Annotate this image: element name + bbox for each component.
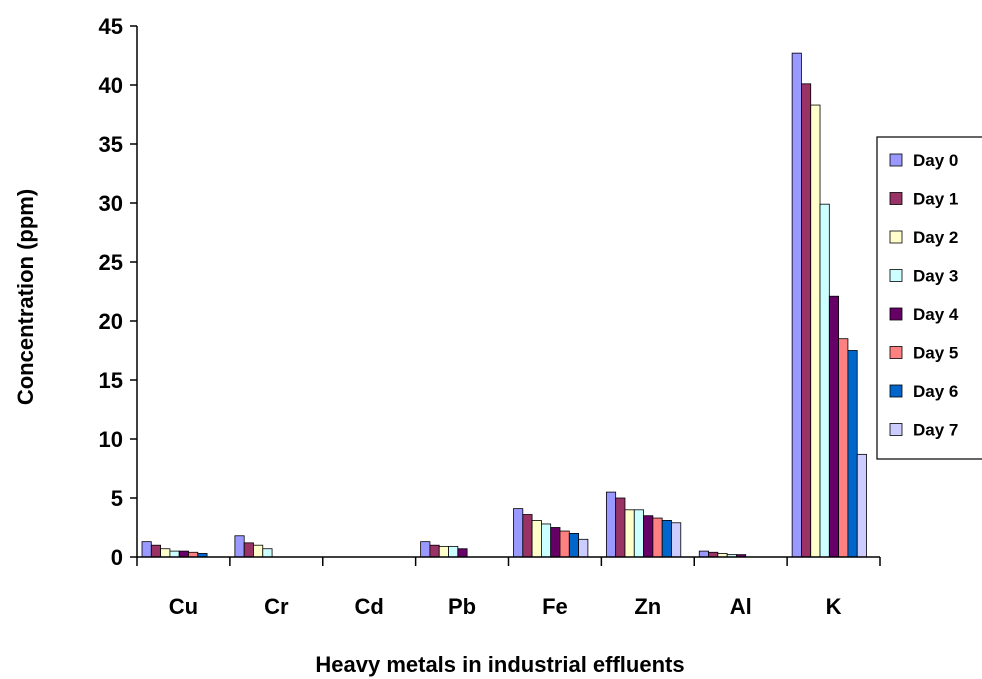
x-categories-group: Cu Cr Cd Pb Fe Zn Al K [136, 557, 881, 619]
legend-swatch [889, 153, 903, 167]
y-tick-label: 10 [99, 427, 123, 452]
x-category-label: K [826, 594, 842, 619]
bar-cu-day-0 [141, 541, 152, 558]
y-tick-label: 35 [99, 132, 123, 157]
x-category-label: Fe [542, 594, 568, 619]
axes-group [136, 26, 880, 558]
bar-k-day-6 [847, 350, 858, 558]
legend-swatch [889, 423, 903, 436]
bar-fe-day-4 [550, 527, 561, 558]
legend-swatch [889, 384, 903, 398]
bar-cr-day-1 [243, 542, 254, 558]
bar-al-day-0 [698, 550, 709, 558]
bar-zn-day-5 [652, 517, 663, 558]
bar-cu-day-1 [150, 544, 162, 558]
bar-fe-day-7 [578, 538, 589, 558]
y-axis-title: Concentration (ppm) [13, 189, 38, 405]
y-tick-label: 5 [111, 486, 123, 511]
y-tick-label: 15 [99, 368, 123, 393]
x-category-label: Cu [169, 594, 198, 619]
bar-pb-day-4 [457, 548, 468, 558]
bar-pb-day-1 [429, 544, 440, 558]
bar-cu-day-3 [169, 550, 180, 558]
bar-cr-day-0 [234, 535, 245, 558]
bar-zn-day-3 [633, 509, 644, 558]
legend-label: Day 4 [913, 305, 959, 324]
bar-cr-day-2 [253, 544, 264, 558]
bar-pb-day-2 [438, 545, 449, 558]
bar-k-day-3 [819, 203, 830, 558]
bar-fe-day-2 [531, 520, 542, 558]
x-category-label: Cr [264, 594, 289, 619]
bar-k-day-7 [856, 453, 867, 558]
bar-pb-day-3 [448, 545, 459, 558]
legend-label: Day 5 [913, 344, 958, 363]
bar-zn-day-0 [605, 491, 617, 558]
bar-k-day-1 [801, 83, 812, 558]
legend-frame [876, 136, 982, 460]
bar-cr-day-3 [262, 548, 273, 558]
legend-swatch [889, 269, 903, 282]
x-category-label: Cd [355, 594, 384, 619]
bar-fe-day-0 [513, 508, 524, 558]
legend-label: Day 6 [913, 382, 958, 401]
bar-k-day-5 [838, 338, 849, 558]
bar-zn-day-1 [615, 497, 626, 558]
bar-fe-day-3 [541, 523, 552, 558]
legend-swatch [889, 192, 903, 205]
bar-k-day-2 [810, 104, 821, 558]
bar-k-day-0 [791, 52, 802, 558]
legend-swatch [889, 346, 903, 359]
bar-zn-day-4 [643, 515, 654, 558]
y-tick-label: 25 [99, 250, 123, 275]
y-tick-label: 0 [111, 545, 123, 570]
bar-cu-day-4 [178, 550, 189, 558]
bars-group [141, 52, 867, 558]
legend: Day 0 Day 1 Day 2 Day 3 Day 4 Day 5 Day 6 Day 7 [876, 136, 982, 460]
legend-label: Day 1 [913, 190, 958, 209]
legend-label: Day 7 [913, 421, 958, 440]
bar-fe-day-5 [559, 530, 570, 558]
bar-k-day-4 [828, 295, 840, 558]
y-tick-label: 20 [99, 309, 123, 334]
bar-zn-day-7 [671, 522, 682, 558]
x-category-label: Zn [634, 594, 661, 619]
bar-zn-day-6 [661, 520, 672, 558]
x-category-label: Al [730, 594, 752, 619]
legend-label: Day 2 [913, 228, 958, 247]
bar-zn-day-2 [624, 509, 635, 558]
bar-fe-day-1 [522, 514, 533, 558]
legend-label: Day 0 [913, 151, 958, 170]
x-axis-title: Heavy metals in industrial effluents [315, 652, 684, 677]
y-tick-label: 30 [99, 191, 123, 216]
legend-swatch [889, 307, 903, 321]
bar-pb-day-0 [420, 541, 431, 558]
y-ticks-group: 0 5 10 15 20 25 30 35 40 45 [99, 14, 137, 570]
x-category-label: Pb [448, 594, 476, 619]
legend-swatch [889, 230, 903, 244]
y-tick-label: 40 [99, 73, 123, 98]
legend-label: Day 3 [913, 267, 958, 286]
y-tick-label: 45 [99, 14, 123, 39]
bar-fe-day-6 [568, 533, 579, 558]
bar-cu-day-2 [160, 548, 171, 558]
